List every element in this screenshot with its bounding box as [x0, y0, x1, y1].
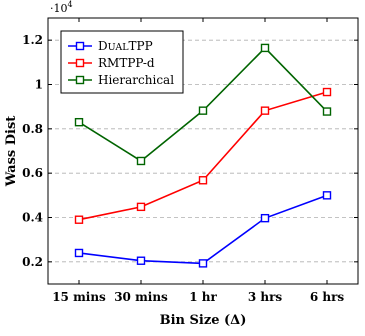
y-tick-label: 1.2 [22, 33, 43, 47]
data-point [198, 106, 208, 115]
legend-item: DUALTPP [68, 39, 153, 53]
y-tick-label: 1 [35, 78, 43, 92]
data-point [136, 256, 146, 265]
data-point [260, 43, 270, 53]
y-tick-label: 0.4 [22, 211, 43, 225]
y-tick-label: 0.2 [22, 255, 43, 269]
data-point [198, 259, 208, 268]
ticks: 0.2 0.4 0.6 0.8 1 1.2 15 mins 30 mins 1 hr 3 hrs 6… [22, 18, 358, 304]
data-point [260, 106, 270, 115]
series-line [78, 194, 328, 265]
series-1 [74, 87, 332, 224]
series-0 [74, 191, 332, 268]
legend-item: RMTPP-d [68, 56, 155, 70]
legend-item: Hierarchical [68, 73, 174, 87]
y-tick-label: 0.6 [22, 166, 43, 180]
legend-marker [75, 41, 85, 51]
legend-marker [75, 58, 85, 68]
legend-label: DUALTPP [98, 39, 153, 53]
legend-marker [75, 75, 85, 85]
x-tick-label: 1 hr [189, 290, 217, 304]
data-point [322, 191, 332, 200]
data-point [136, 156, 146, 166]
x-axis-title: Bin Size (Δ) [160, 313, 247, 328]
legend: DUALTPP RMTPP-d Hierarchical [60, 30, 184, 94]
data-point [260, 213, 270, 223]
legend-label: RMTPP-d [98, 56, 155, 70]
y-multiplier: ·104 [50, 0, 73, 15]
x-tick-label: 3 hrs [248, 290, 283, 304]
data-point [74, 117, 84, 127]
legend-label: Hierarchical [98, 73, 174, 87]
data-point [322, 87, 332, 97]
data-point [322, 107, 332, 116]
y-axis-title: Wass Dist [4, 116, 19, 188]
x-tick-label: 15 mins [52, 290, 106, 304]
x-tick-label: 6 hrs [310, 290, 345, 304]
data-point [198, 176, 208, 185]
data-point [74, 215, 84, 224]
data-point [136, 202, 146, 212]
x-tick-label: 30 mins [114, 290, 168, 304]
data-point [74, 248, 84, 258]
y-tick-label: 0.8 [22, 122, 43, 136]
series-2 [74, 43, 332, 166]
series [74, 43, 332, 268]
